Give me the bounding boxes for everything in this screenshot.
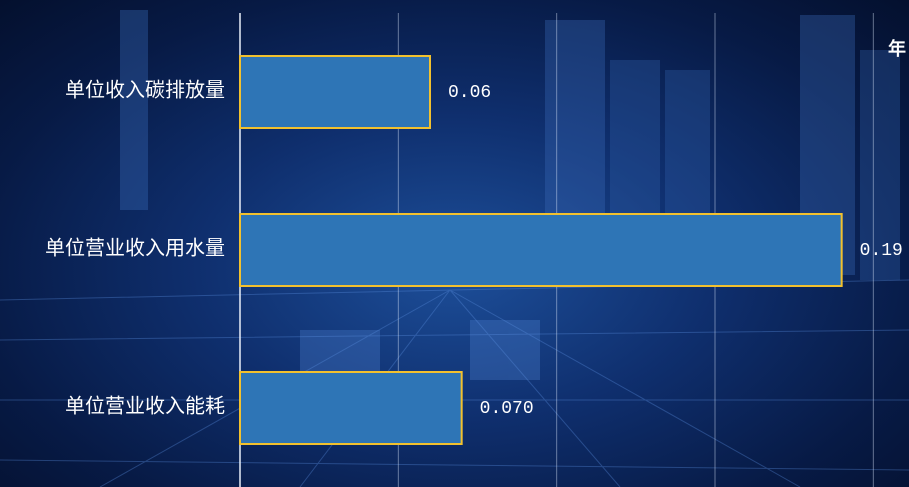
value-label: 0.070: [480, 399, 534, 419]
y-tick-label: 单位收入碳排放量: [65, 79, 225, 102]
y-tick-label: 单位营业收入能耗: [65, 395, 225, 418]
value-label: 0.19: [860, 241, 903, 261]
value-label: 0.06: [448, 83, 491, 103]
y-tick-label: 单位营业收入用水量: [45, 237, 225, 260]
bar: [240, 56, 430, 128]
background-city: [120, 10, 900, 390]
page: 年 单位收入碳排放量 0.06 单位营业收入用水量 0.19 单位营业收入能耗 0.070: [0, 0, 909, 487]
bar: [240, 372, 462, 444]
chart: 年 单位收入碳排放量 0.06 单位营业收入用水量 0.19 单位营业收入能耗 0.070: [0, 0, 909, 487]
annotation: 年: [888, 38, 906, 60]
bar: [240, 214, 842, 286]
